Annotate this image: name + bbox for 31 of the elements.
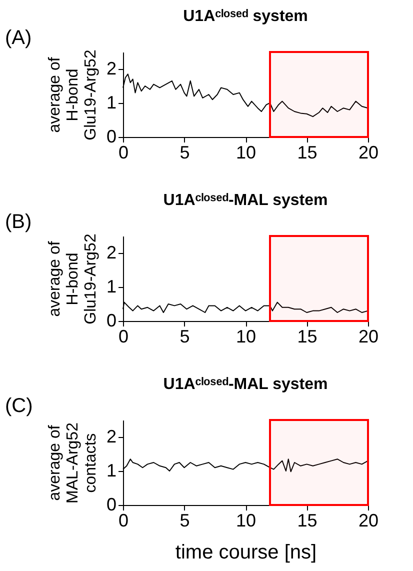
- x-tick-label: 15: [297, 510, 318, 530]
- y-axis-title: average of H-bond Glu19-Arg52: [46, 234, 100, 324]
- y-tick-label: 1: [106, 460, 116, 480]
- chart-title: U1Aᶜˡᵒˢᵉᵈ-MAL system: [163, 376, 328, 393]
- y-tick-label: 2: [106, 426, 116, 446]
- y-tick-label: 2: [106, 58, 116, 78]
- y-axis-title: average of MAL-Arg52 contacts: [46, 422, 100, 504]
- y-tick-label: 0: [106, 126, 116, 146]
- x-tick-label: 10: [236, 326, 256, 346]
- x-tick-label: 15: [297, 142, 318, 162]
- x-tick-label: 5: [180, 326, 190, 346]
- x-tick-label: 20: [358, 510, 379, 530]
- x-tick-label: 10: [236, 142, 256, 162]
- x-tick-label: 10: [236, 510, 256, 530]
- y-tick-label: 1: [106, 92, 116, 112]
- y-tick-label: 2: [106, 242, 116, 262]
- chart-title: U1Aᶜˡᵒˢᵉᵈ-MAL system: [163, 192, 328, 209]
- x-tick-label: 5: [180, 510, 190, 530]
- x-tick-label: 20: [358, 142, 379, 162]
- chart-title: U1Aᶜˡᵒˢᵉᵈ system: [183, 8, 308, 25]
- y-tick-label: 0: [106, 494, 116, 514]
- x-tick-label: 20: [358, 326, 379, 346]
- x-tick-label: 5: [180, 142, 190, 162]
- y-tick-label: 1: [106, 276, 116, 296]
- text: (C): [5, 395, 33, 417]
- x-axis-title: time course [ns]: [175, 542, 317, 564]
- text: (A): [5, 27, 32, 49]
- y-axis-title: average of H-bond Glu19-Arg52: [46, 50, 100, 140]
- text: (B): [5, 211, 32, 233]
- y-tick-label: 0: [106, 310, 116, 330]
- x-tick-label: 15: [297, 326, 318, 346]
